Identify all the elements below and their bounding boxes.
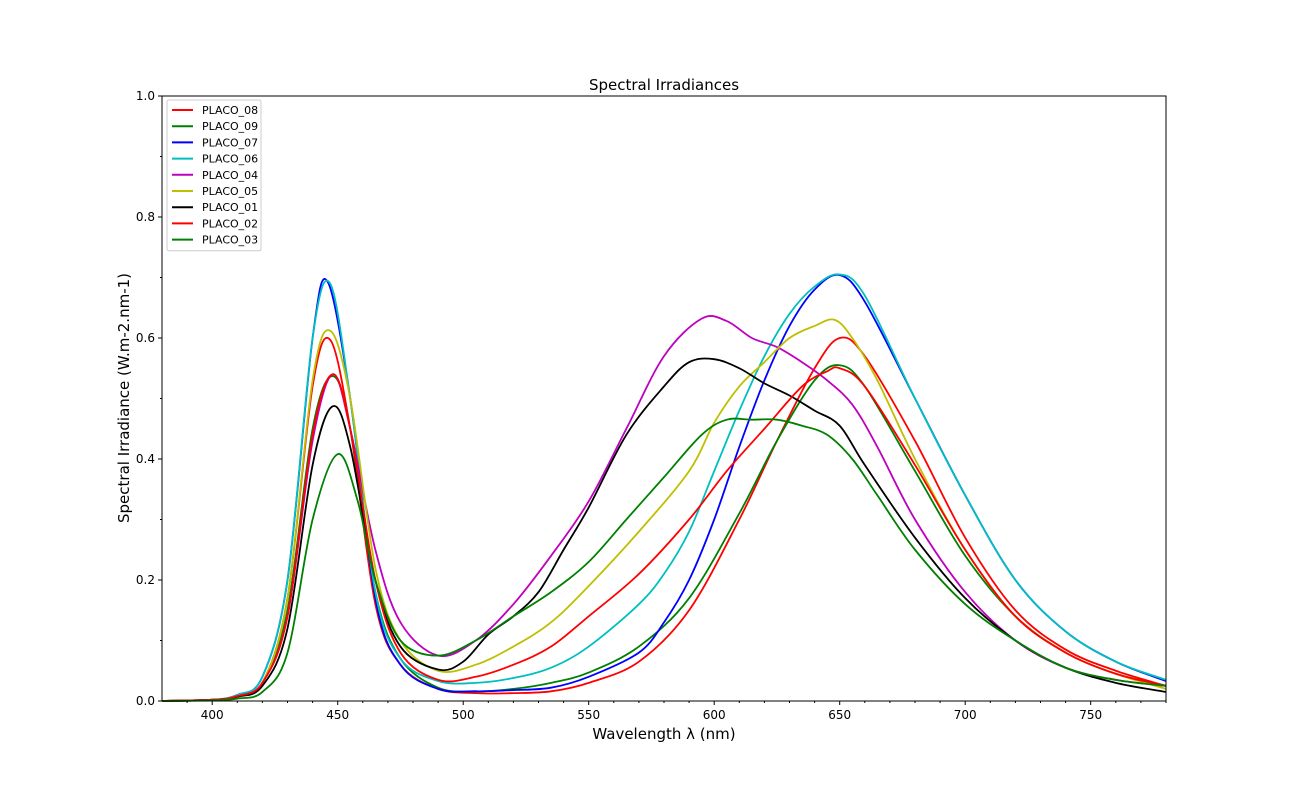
x-tick-label: 550 (577, 708, 600, 722)
series-line-placo-01 (161, 357, 1167, 702)
chart-title: Spectral Irradiances (589, 76, 739, 94)
legend-entry-label: PLACO_03 (202, 234, 258, 247)
x-tick-label: 700 (954, 708, 977, 722)
series-line-placo-04 (161, 315, 1167, 702)
legend-entry-label: PLACO_01 (202, 201, 258, 214)
legend: PLACO_08 PLACO_09 PLACO_07 PLACO_06 PLACO_04… (166, 99, 262, 252)
legend-box (166, 99, 262, 252)
legend-entry-label: PLACO_08 (202, 104, 258, 117)
legend-entry-label: PLACO_05 (202, 185, 258, 198)
x-axis-label: Wavelength λ (nm) (592, 725, 735, 743)
y-axis: 0.0 0.2 0.4 0.6 0.8 1.0 (136, 89, 162, 708)
series-line-placo-09 (161, 364, 1167, 702)
y-tick-label: 0.2 (136, 573, 155, 587)
series-line-placo-02 (161, 366, 1167, 702)
x-tick-label: 400 (201, 708, 224, 722)
legend-entry-label: PLACO_09 (202, 120, 258, 133)
y-tick-label: 0.0 (136, 694, 155, 708)
x-tick-label: 750 (1079, 708, 1102, 722)
y-tick-label: 1.0 (136, 89, 155, 103)
plot-frame (161, 95, 1167, 702)
legend-entry-label: PLACO_07 (202, 136, 258, 149)
y-axis-label: Spectral Irradiance (W.m-2.nm-1) (115, 273, 133, 523)
series-line-placo-05 (161, 318, 1167, 702)
x-tick-label: 650 (828, 708, 851, 722)
x-axis: 400 450 500 550 600 650 700 750 (186, 701, 1167, 722)
y-tick-label: 0.4 (136, 452, 155, 466)
x-tick-label: 500 (452, 708, 475, 722)
series-line-placo-03 (161, 417, 1167, 702)
series-line-placo-06 (161, 273, 1167, 702)
plot-area (161, 273, 1167, 702)
x-tick-label: 600 (703, 708, 726, 722)
legend-entry-label: PLACO_04 (202, 169, 258, 182)
y-tick-label: 0.6 (136, 331, 155, 345)
y-tick-label: 0.8 (136, 210, 155, 224)
legend-entry-label: PLACO_06 (202, 153, 258, 166)
legend-entry-label: PLACO_02 (202, 217, 258, 230)
x-tick-label: 450 (326, 708, 349, 722)
